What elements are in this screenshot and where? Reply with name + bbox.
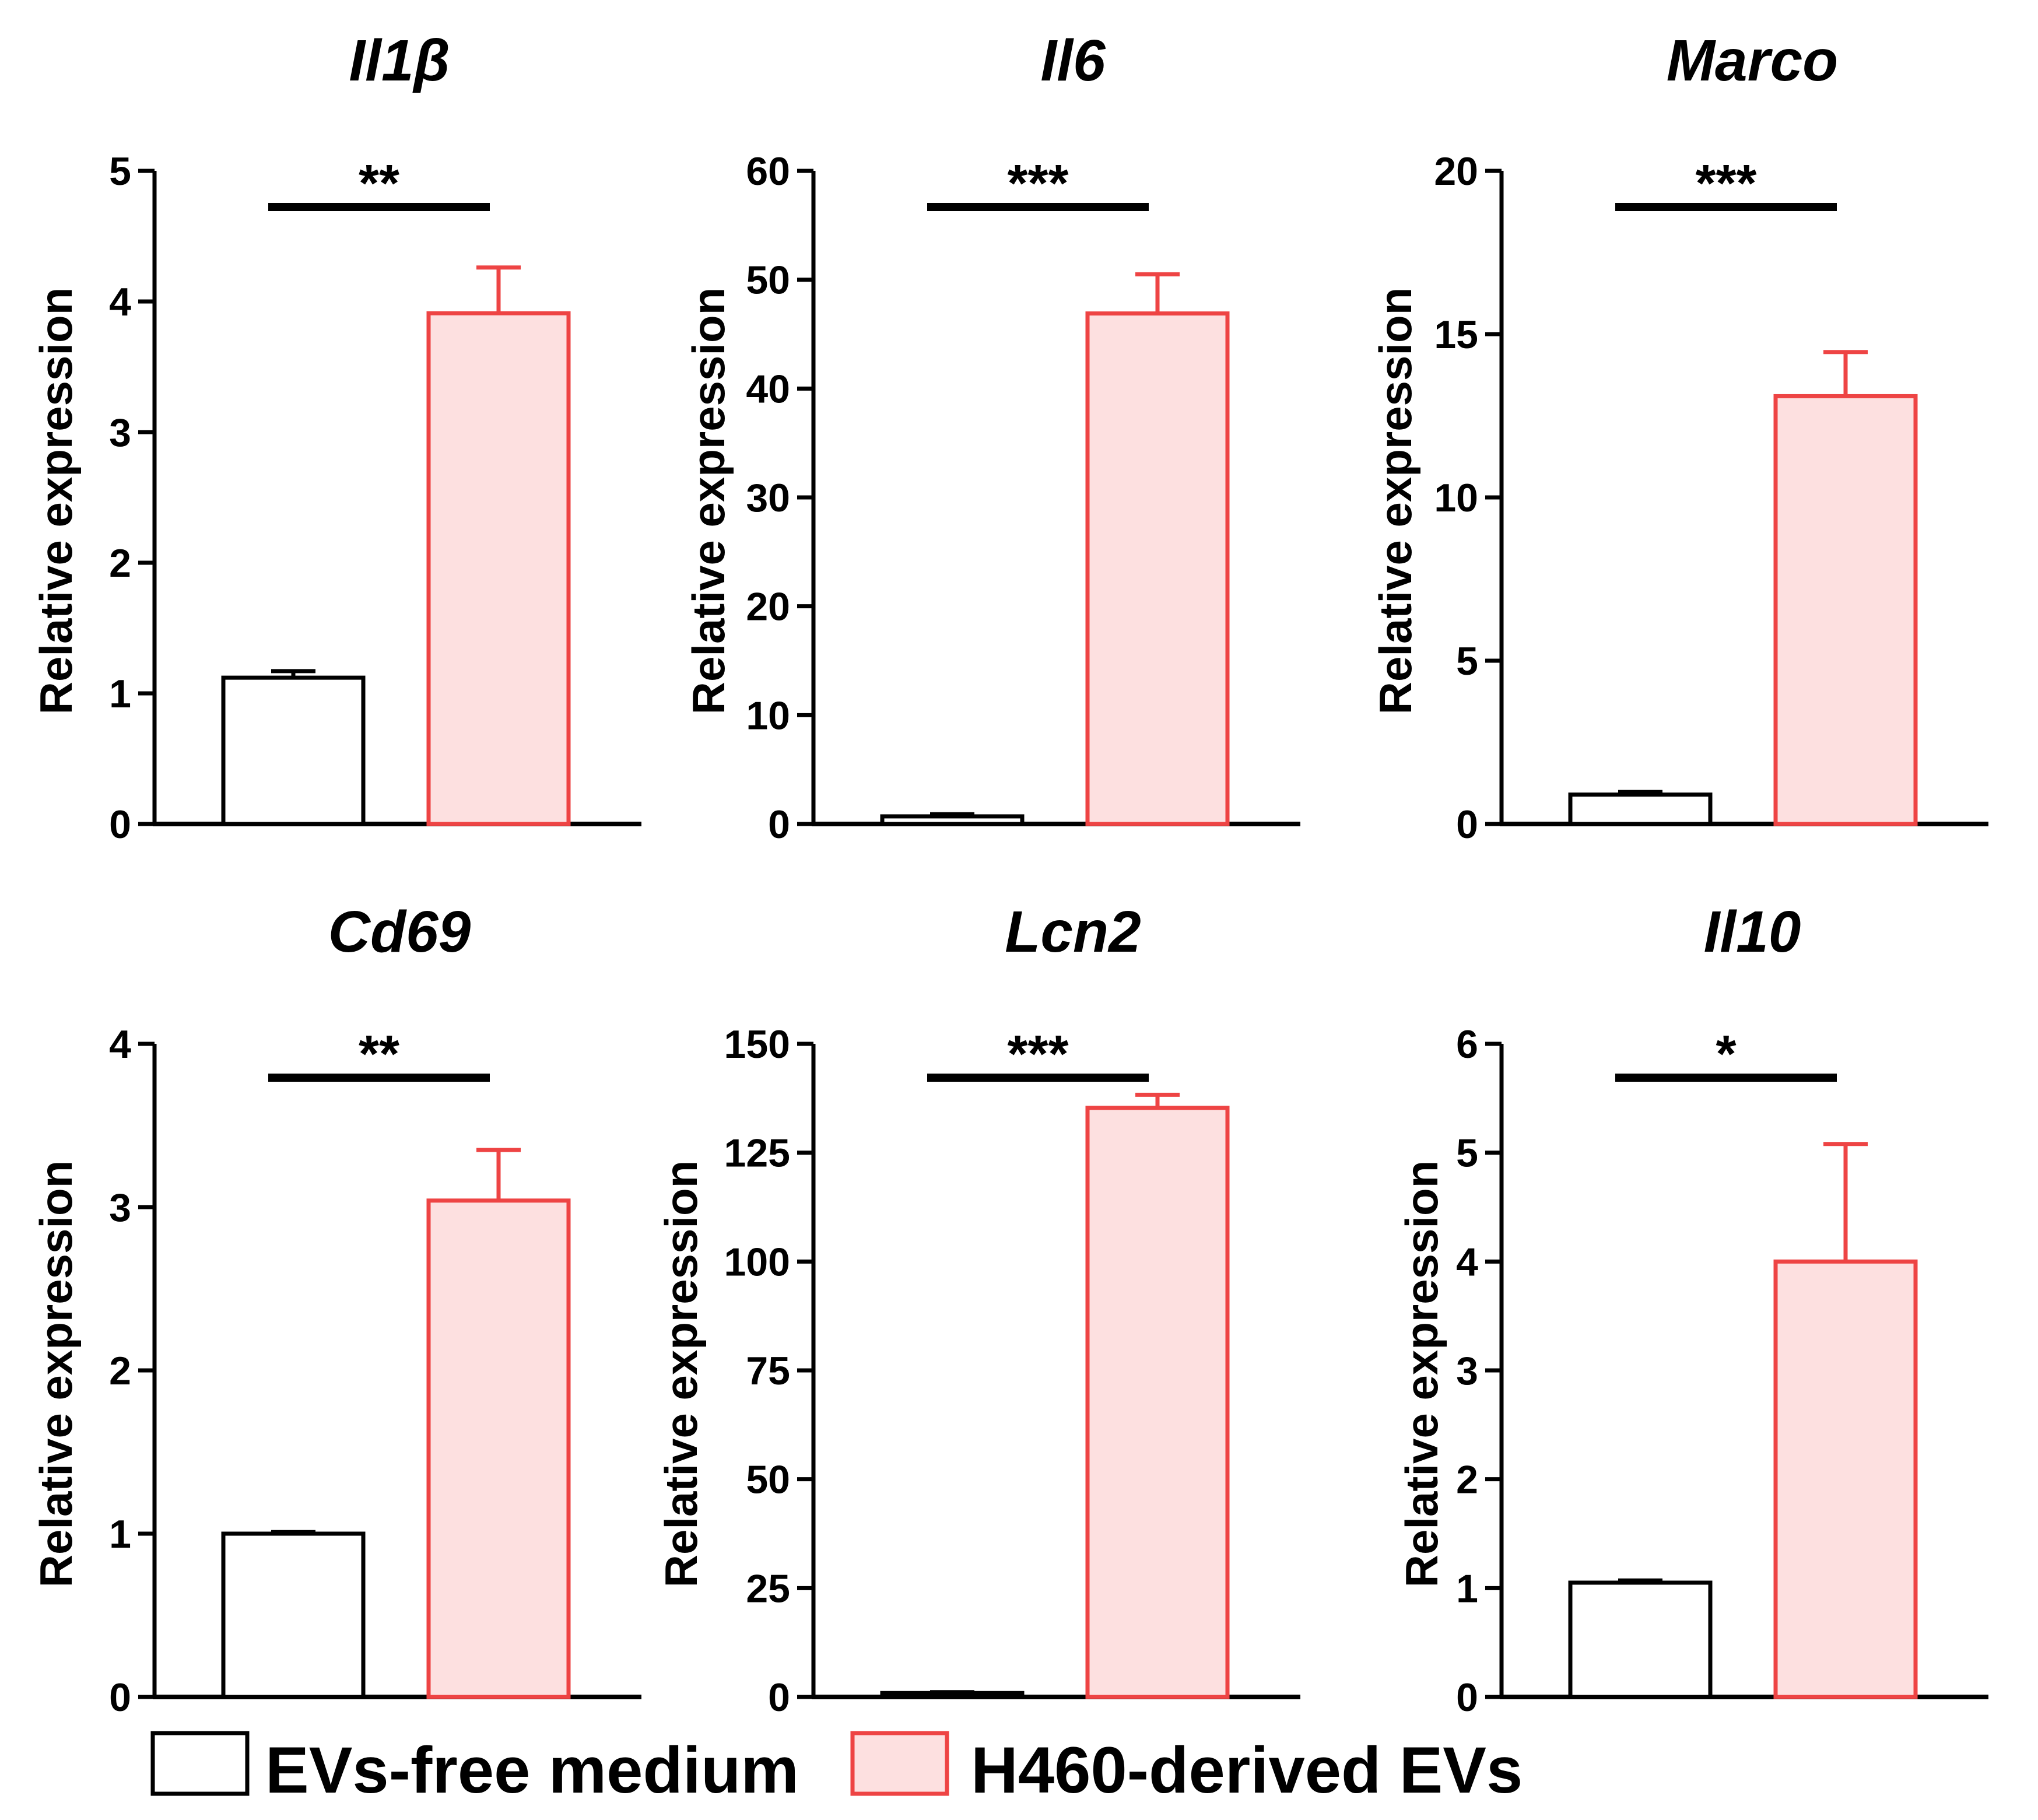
chart-title: Cd69 [328, 899, 471, 965]
y-tick-label: 5 [109, 149, 131, 194]
y-tick-label: 125 [724, 1131, 790, 1176]
chart-panel: Marco Relative expression 0 5 10 15 20 *** [1370, 28, 1988, 847]
y-tick-label: 150 [724, 1022, 790, 1067]
y-tick-label: 6 [1456, 1022, 1478, 1067]
y-tick-label: 100 [724, 1240, 790, 1284]
bar-evs-free-medium [1568, 1580, 1713, 1699]
bar-evs-free-medium [221, 1531, 366, 1699]
bar-h460-derived-evs [1085, 1106, 1230, 1699]
significance-label: ** [359, 1025, 399, 1083]
y-tick-label: 2 [1456, 1458, 1478, 1502]
chart-panel: Il10 Relative expression 0 1 2 3 4 5 6 * [1396, 899, 1988, 1720]
y-tick-label: 60 [746, 149, 790, 194]
y-tick-label: 0 [1456, 802, 1478, 847]
bar-h460-derived-evs [1773, 1259, 1918, 1699]
y-tick-label: 4 [1456, 1240, 1478, 1284]
bar-evs-free-medium [1568, 792, 1713, 826]
bar-evs-free-medium [221, 675, 366, 826]
chart-title: Il1β [349, 28, 450, 93]
chart-title: Marco [1667, 28, 1839, 93]
legend-swatch [150, 1731, 250, 1796]
y-tick-label: 1 [109, 1512, 131, 1556]
chart-title: Lcn2 [1005, 899, 1141, 965]
y-tick-label: 0 [109, 1675, 131, 1720]
y-axis-label: Relative expression [655, 1160, 707, 1588]
y-tick-label: 0 [1456, 1675, 1478, 1720]
y-tick-label: 75 [746, 1349, 790, 1393]
y-tick-label: 50 [746, 1458, 790, 1502]
y-axis-label: Relative expression [1370, 287, 1421, 715]
y-tick-label: 10 [746, 693, 790, 738]
y-tick-label: 10 [1434, 476, 1478, 520]
y-tick-label: 1 [109, 672, 131, 716]
y-tick-label: 4 [109, 280, 131, 324]
bar-evs-free-medium [880, 814, 1025, 826]
y-tick-label: 0 [109, 802, 131, 847]
y-tick-label: 20 [746, 585, 790, 629]
bar-evs-free-medium [880, 1691, 1025, 1699]
y-tick-label: 20 [1434, 149, 1478, 194]
bar-h460-derived-evs [426, 311, 571, 826]
chart-panel: Il1β Relative expression 0 1 2 3 4 5 ** [30, 28, 641, 847]
y-axis-label: Relative expression [683, 287, 734, 715]
significance-label: ** [359, 155, 399, 213]
chart-panel: Il6 Relative expression 0 10 20 30 40 50 60 *** [683, 28, 1300, 847]
y-tick-label: 3 [1456, 1349, 1478, 1393]
y-axis-label: Relative expression [30, 287, 82, 715]
y-tick-label: 5 [1456, 639, 1478, 683]
y-axis-label: Relative expression [30, 1160, 82, 1588]
chart-panel: Cd69 Relative expression 0 1 2 3 4 ** [30, 899, 641, 1720]
legend-label: H460-derived EVs [971, 1734, 1523, 1807]
bar-h460-derived-evs [1773, 394, 1918, 826]
significance-label: *** [1007, 155, 1068, 213]
y-tick-label: 30 [746, 476, 790, 520]
y-tick-label: 0 [768, 1675, 790, 1720]
chart-title: Il10 [1704, 899, 1801, 965]
chart-panel: Lcn2 Relative expression 0 25 50 75 100 125 150 *… [655, 899, 1300, 1720]
y-tick-label: 2 [109, 1349, 131, 1393]
y-tick-label: 25 [746, 1566, 790, 1611]
y-tick-label: 5 [1456, 1131, 1478, 1176]
bar-h460-derived-evs [426, 1198, 571, 1699]
y-tick-label: 4 [109, 1022, 131, 1067]
significance-label: *** [1695, 155, 1756, 213]
y-tick-label: 3 [109, 411, 131, 455]
y-tick-label: 1 [1456, 1566, 1478, 1611]
chart-title: Il6 [1040, 28, 1106, 93]
y-tick-label: 0 [768, 802, 790, 847]
y-tick-label: 3 [109, 1186, 131, 1230]
significance-label: * [1716, 1025, 1736, 1083]
legend: EVs-free medium H460-derived EVs [150, 1731, 1523, 1807]
bar-h460-derived-evs [1085, 311, 1230, 826]
y-tick-label: 40 [746, 367, 790, 411]
legend-swatch [850, 1731, 949, 1796]
y-axis-label: Relative expression [1396, 1160, 1447, 1588]
legend-label: EVs-free medium [265, 1734, 799, 1807]
significance-label: *** [1007, 1025, 1068, 1083]
y-tick-label: 15 [1434, 313, 1478, 357]
y-tick-label: 50 [746, 258, 790, 303]
y-tick-label: 2 [109, 541, 131, 585]
